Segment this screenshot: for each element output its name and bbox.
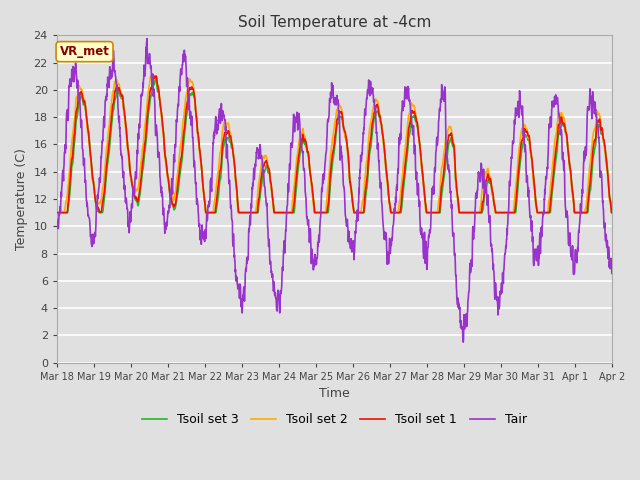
Tsoil set 2	[351, 210, 358, 216]
Tair	[559, 159, 567, 165]
Tsoil set 2	[559, 115, 567, 121]
Text: VR_met: VR_met	[60, 45, 109, 58]
Tsoil set 3	[208, 210, 216, 216]
Title: Soil Temperature at -4cm: Soil Temperature at -4cm	[237, 15, 431, 30]
Tsoil set 3	[152, 74, 159, 80]
Tsoil set 2	[575, 210, 582, 216]
Tsoil set 2	[363, 159, 371, 165]
Tair	[575, 228, 582, 233]
Tsoil set 1	[208, 210, 216, 216]
Tsoil set 1	[496, 210, 504, 216]
Tsoil set 1	[151, 73, 159, 79]
Tsoil set 1	[351, 210, 358, 216]
Line: Tair: Tair	[57, 39, 612, 342]
Tsoil set 1	[559, 121, 567, 127]
Tsoil set 3	[559, 122, 567, 128]
Tsoil set 2	[147, 73, 154, 79]
Line: Tsoil set 3: Tsoil set 3	[57, 77, 612, 213]
Tair	[351, 250, 358, 256]
Tair	[460, 339, 467, 345]
Tsoil set 3	[496, 210, 504, 216]
Line: Tsoil set 2: Tsoil set 2	[57, 76, 612, 213]
Tsoil set 3	[608, 210, 616, 216]
Tair	[608, 271, 616, 276]
Tsoil set 3	[53, 210, 61, 216]
Tair	[363, 96, 371, 101]
Tair	[496, 292, 504, 298]
Tsoil set 1	[575, 210, 582, 216]
Line: Tsoil set 1: Tsoil set 1	[57, 76, 612, 213]
Tsoil set 1	[363, 178, 371, 184]
X-axis label: Time: Time	[319, 387, 349, 400]
Legend: Tsoil set 3, Tsoil set 2, Tsoil set 1, Tair: Tsoil set 3, Tsoil set 2, Tsoil set 1, T…	[137, 408, 532, 431]
Tair	[53, 216, 61, 222]
Tsoil set 1	[608, 210, 616, 216]
Y-axis label: Temperature (C): Temperature (C)	[15, 148, 28, 250]
Tsoil set 3	[363, 186, 371, 192]
Tsoil set 1	[53, 210, 61, 216]
Tsoil set 2	[53, 210, 61, 216]
Tsoil set 3	[575, 210, 582, 216]
Tsoil set 2	[208, 210, 216, 216]
Tair	[143, 36, 151, 42]
Tsoil set 3	[351, 210, 358, 216]
Tair	[208, 179, 216, 185]
Tsoil set 2	[496, 210, 504, 216]
Tsoil set 2	[608, 210, 616, 216]
